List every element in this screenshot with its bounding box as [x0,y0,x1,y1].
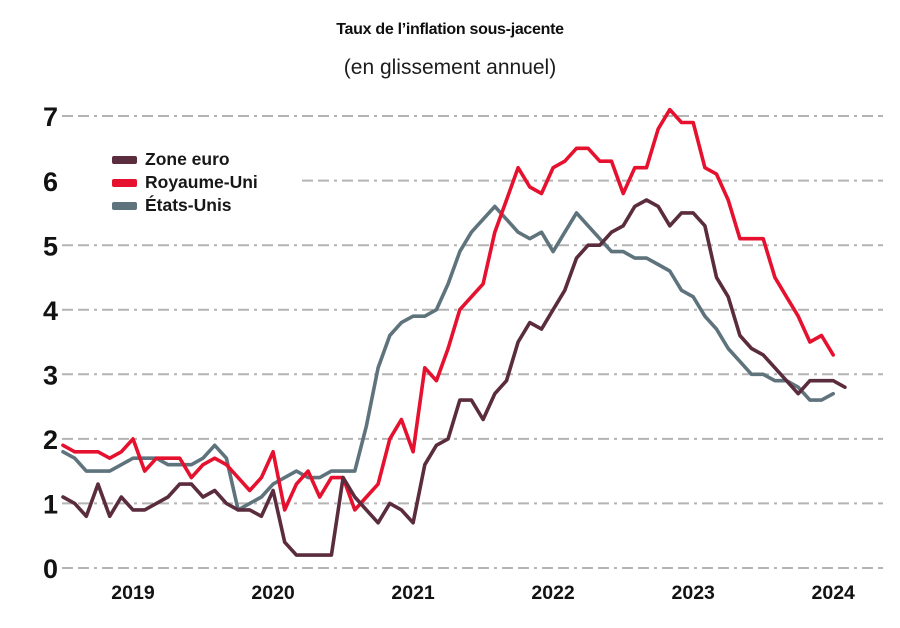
legend-item-etats-unis: États-Unis [112,194,258,217]
legend-label-zone-euro: Zone euro [145,149,230,169]
legend-label-royaume-uni: Royaume-Uni [145,172,258,192]
legend: Zone euro Royaume-Uni États-Unis [60,146,298,221]
legend-swatch-zone-euro [112,155,137,164]
y-tick-label-4: 4 [43,296,58,326]
legend-item-zone-euro: Zone euro [112,148,258,171]
x-tick-label-2019: 2019 [111,582,155,604]
y-axis-labels: 0 1 2 3 4 5 6 7 [43,102,58,584]
y-tick-label-2: 2 [43,425,58,455]
legend-item-royaume-uni: Royaume-Uni [112,171,258,194]
series-lines [61,107,847,557]
x-tick-label-2024: 2024 [812,582,856,604]
chart-subtitle: (en glissement annuel) [343,56,557,79]
gridlines [62,115,883,569]
chart-title: Taux de l’inflation sous-jacente [336,21,564,38]
y-tick-label-7: 7 [43,102,58,132]
y-tick-label-5: 5 [43,231,58,261]
series-line-zone-euro [61,198,847,557]
x-tick-label-2022: 2022 [531,582,575,604]
legend-label-etats-unis: États-Unis [145,195,232,215]
y-tick-label-1: 1 [43,490,58,520]
legend-swatch-royaume-uni [112,178,137,187]
series-line--tats-unis [61,204,836,512]
series-line-royaume-uni [61,107,836,512]
x-tick-label-2023: 2023 [672,582,716,604]
x-axis-labels: 2019 2020 2021 2022 2023 2024 [111,582,855,604]
x-tick-label-2021: 2021 [391,582,435,604]
legend-swatch-etats-unis [112,201,137,210]
y-tick-label-0: 0 [43,554,58,584]
x-tick-label-2020: 2020 [251,582,295,604]
y-tick-label-3: 3 [43,360,58,390]
y-tick-label-6: 6 [43,167,58,197]
